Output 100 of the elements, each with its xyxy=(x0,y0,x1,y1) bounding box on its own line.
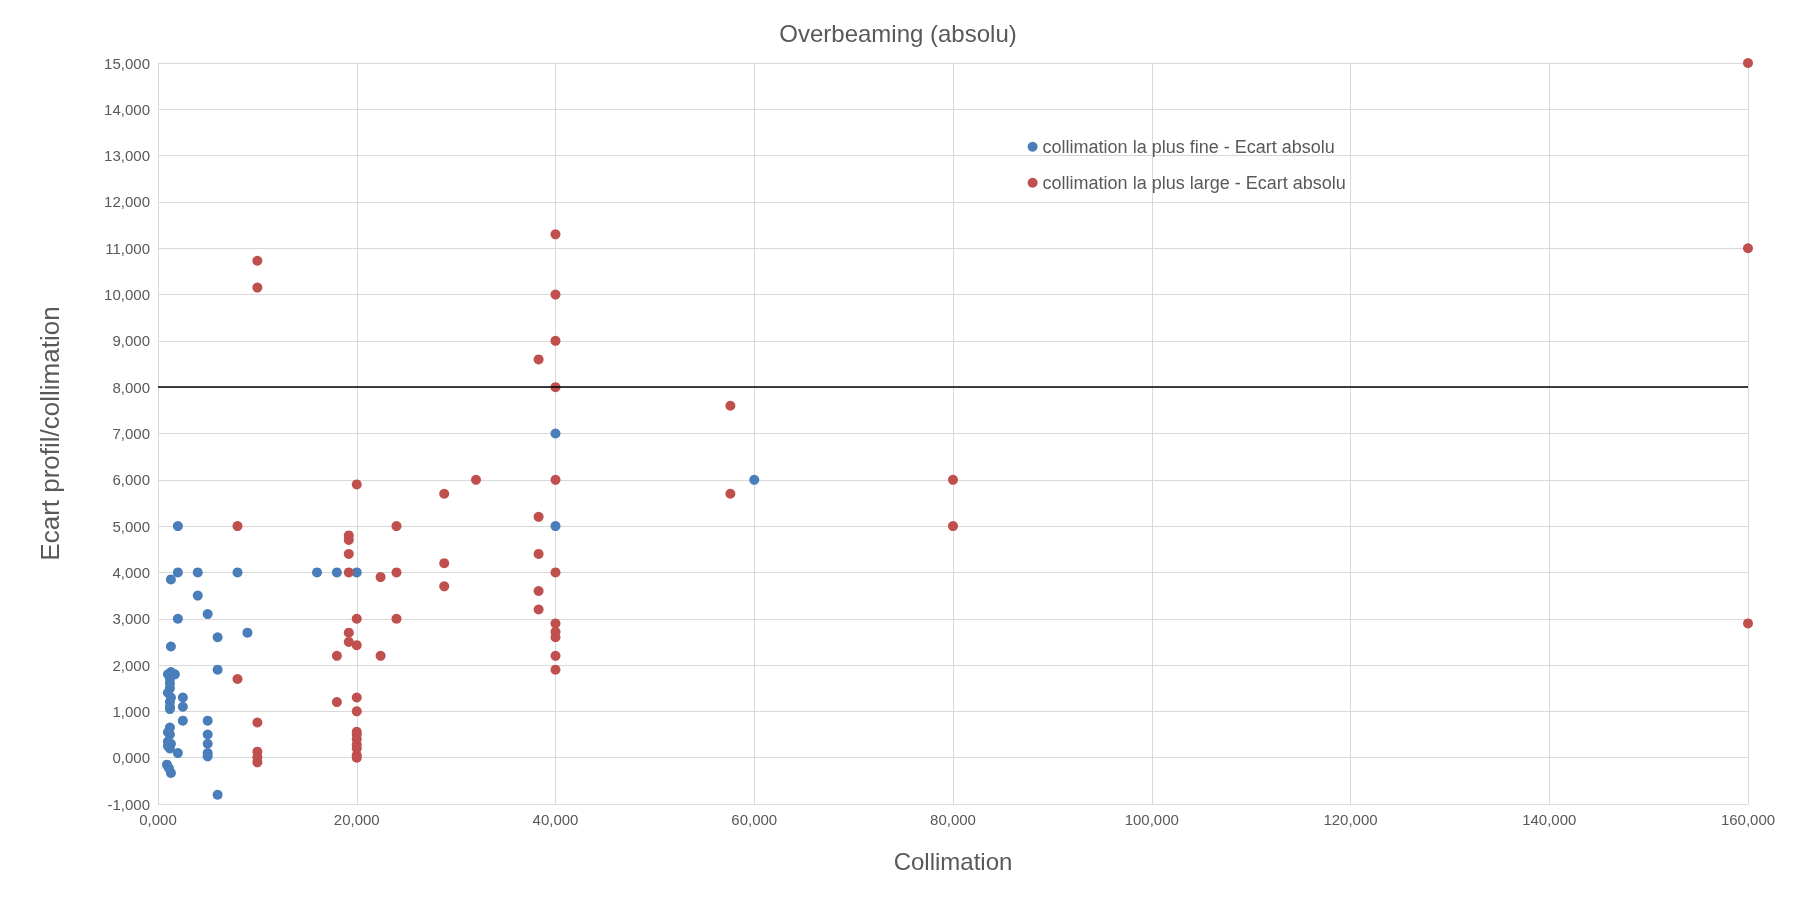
point xyxy=(1743,243,1753,254)
point xyxy=(725,488,736,499)
point xyxy=(202,738,213,749)
point xyxy=(212,664,223,675)
point xyxy=(232,567,243,578)
point xyxy=(177,715,188,726)
point xyxy=(533,548,544,559)
point xyxy=(1743,618,1753,629)
x-tick-label: 140,000 xyxy=(1522,811,1577,828)
point xyxy=(165,641,176,652)
y-tick-label: 0,000 xyxy=(112,749,150,767)
point xyxy=(177,692,188,703)
point xyxy=(192,567,203,578)
point xyxy=(550,664,561,675)
point xyxy=(331,650,342,661)
point xyxy=(331,567,342,578)
x-tick-label: 20,000 xyxy=(333,811,380,828)
y-tick-label: 4,000 xyxy=(112,563,150,581)
y-tick-label: 11,000 xyxy=(105,239,150,257)
chart-title: Overbeaming (absolu) xyxy=(779,19,1017,47)
point xyxy=(948,474,958,485)
point xyxy=(550,229,561,240)
point xyxy=(232,673,243,684)
point xyxy=(252,717,263,728)
point xyxy=(343,548,354,559)
point xyxy=(375,572,386,583)
point xyxy=(391,521,402,532)
point xyxy=(550,474,561,485)
point xyxy=(232,521,243,532)
y-tick-label: 12,000 xyxy=(104,193,150,211)
y-tick-label: 5,000 xyxy=(112,517,150,535)
point xyxy=(391,567,402,578)
point xyxy=(550,521,561,532)
point xyxy=(749,474,760,485)
x-tick-label: 100,000 xyxy=(1124,811,1179,828)
point xyxy=(177,701,188,712)
point xyxy=(391,613,402,624)
point xyxy=(550,428,561,439)
point xyxy=(439,488,450,499)
y-tick-label: 15,000 xyxy=(104,54,150,72)
x-tick-label: 60,000 xyxy=(731,811,778,828)
point xyxy=(550,618,561,629)
point xyxy=(172,613,183,624)
point xyxy=(212,789,223,800)
legend-label: collimation la plus fine - Ecart absolu xyxy=(1042,136,1335,157)
point xyxy=(202,715,213,726)
point xyxy=(375,650,386,661)
x-tick-label: 80,000 xyxy=(930,811,976,828)
x-axis-title: Collimation xyxy=(893,847,1013,875)
x-tick-label: 120,000 xyxy=(1323,811,1378,828)
y-tick-label: 10,000 xyxy=(104,286,150,304)
point xyxy=(351,706,362,717)
point xyxy=(343,636,354,647)
y-tick-label: 6,000 xyxy=(112,471,150,489)
point xyxy=(439,558,450,569)
point xyxy=(331,697,342,708)
y-tick-label: 8,000 xyxy=(112,378,150,396)
point xyxy=(343,567,354,578)
point xyxy=(172,748,183,759)
point xyxy=(533,604,544,615)
point xyxy=(252,282,263,293)
point xyxy=(948,521,958,532)
point xyxy=(172,521,183,532)
point xyxy=(550,650,561,661)
y-tick-label: 7,000 xyxy=(112,425,150,442)
point xyxy=(351,640,362,651)
y-tick-label: 3,000 xyxy=(112,610,150,628)
legend-label: collimation la plus large - Ecart absolu xyxy=(1042,172,1346,193)
point xyxy=(312,567,322,578)
x-tick-label: 40,000 xyxy=(532,811,579,828)
point xyxy=(550,335,561,346)
point xyxy=(242,627,253,638)
x-tick-label: 160,000 xyxy=(1720,811,1776,828)
point xyxy=(550,289,561,300)
point xyxy=(202,729,213,740)
point xyxy=(533,511,544,522)
point xyxy=(533,585,544,596)
x-tick-label: 0,000 xyxy=(139,811,177,828)
point xyxy=(252,255,263,266)
point xyxy=(172,567,183,578)
y-tick-label: 13,000 xyxy=(104,147,150,165)
point xyxy=(351,479,362,490)
point xyxy=(533,354,544,365)
point xyxy=(1743,58,1753,68)
point xyxy=(192,590,203,601)
point xyxy=(550,567,561,578)
point xyxy=(202,609,213,620)
y-tick-label: 9,000 xyxy=(112,332,150,350)
y-tick-label: -1,000 xyxy=(107,795,150,813)
point xyxy=(212,632,223,643)
point xyxy=(351,692,362,703)
point xyxy=(471,474,481,485)
y-axis-title: Ecart profil/collimation xyxy=(35,306,65,561)
point xyxy=(165,574,176,585)
y-tick-label: 14,000 xyxy=(104,100,150,118)
point xyxy=(351,613,362,624)
y-tick-label: 1,000 xyxy=(112,702,150,720)
point xyxy=(343,627,354,638)
point xyxy=(725,400,736,411)
y-tick-label: 2,000 xyxy=(112,656,150,674)
